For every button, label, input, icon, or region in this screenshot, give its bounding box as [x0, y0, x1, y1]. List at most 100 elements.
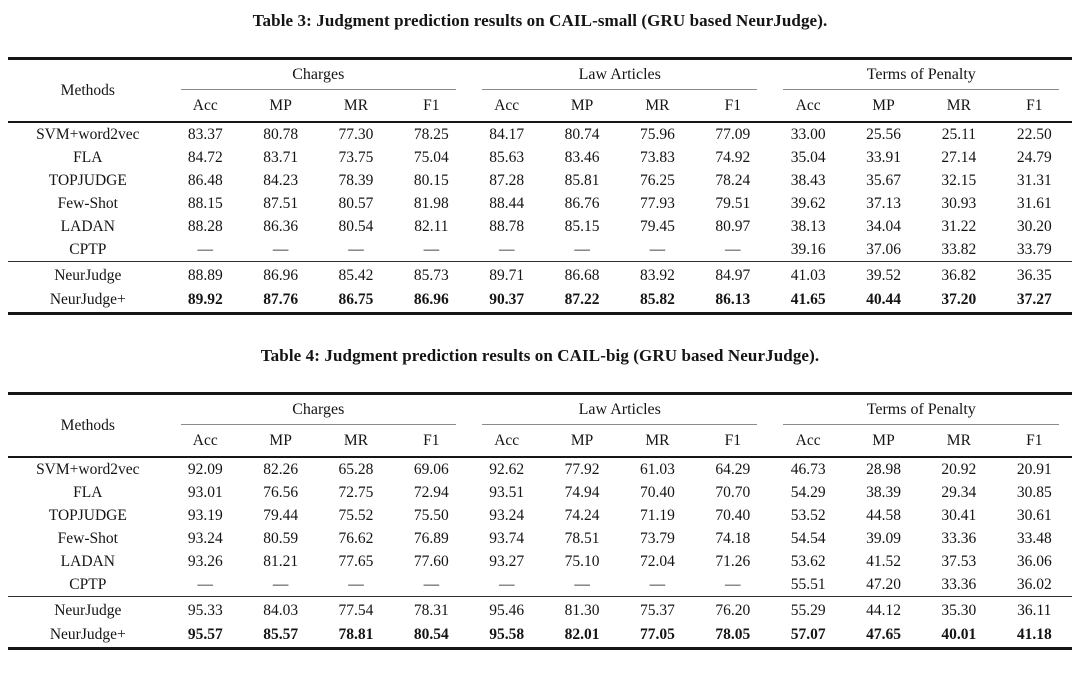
metric-value: 31.31	[1016, 171, 1052, 189]
metric-value: —	[574, 240, 590, 258]
metric-value: 37.27	[1016, 291, 1052, 308]
col-header-charges-mp: MP	[242, 90, 319, 123]
metric-value: —	[272, 575, 289, 593]
metric-value: 34.04	[866, 217, 901, 235]
metric-value: 25.56	[866, 125, 901, 143]
metric-value: 35.67	[866, 171, 901, 189]
col-header-law-articles-mp: MP	[544, 90, 620, 123]
col-header-terms-of-penalty-acc: Acc	[770, 90, 846, 123]
metric-value: 37.06	[866, 240, 901, 258]
metric-value: 70.40	[715, 506, 751, 524]
metric-value: 86.36	[263, 217, 299, 235]
method-label: LADAN	[60, 217, 115, 235]
metric-value: 87.28	[489, 171, 525, 189]
metric-value: 84.17	[489, 125, 525, 143]
metric-value: 36.06	[1016, 552, 1052, 570]
metric-value: —	[197, 575, 214, 593]
table-row-svm-word2vec: SVM+word2vec 83.37 80.78 77.30 78.25 84.17 80.…	[8, 122, 1072, 146]
metric-value: 40.44	[866, 291, 901, 308]
method-label: TOPJUDGE	[48, 171, 127, 189]
metric-value: 54.54	[790, 529, 826, 547]
metric-value: 86.76	[564, 194, 600, 212]
metric-value: 27.14	[941, 148, 977, 166]
col-header-law-articles-mr: MR	[619, 90, 696, 123]
metric-value: 35.04	[790, 148, 826, 166]
metric-value: 85.63	[489, 148, 525, 166]
metric-value: 41.03	[770, 261, 846, 288]
table-row-neurjudge: NeurJudge+ 89.92 87.76 86.75 86.96 90.37 87.22…	[8, 288, 1072, 314]
metric-value: 89.71	[469, 261, 545, 288]
metric-value: —	[498, 575, 515, 593]
table-row-topjudge: TOPJUDGE 86.48 84.23 78.39 80.15 87.28 85.81 76…	[8, 169, 1072, 192]
group-header-terms-of-penalty: Terms of Penalty	[770, 59, 1072, 91]
metric-value: 65.28	[338, 460, 374, 478]
table-4-grid: Methods Charges Law Articles Terms of Penal…	[8, 392, 1072, 650]
table-row-cptp: CPTP — — — — — — — — 39.16 37.06 33.82 33.79	[8, 238, 1072, 262]
metric-value: 64.29	[715, 460, 751, 478]
metric-value: —	[725, 575, 741, 593]
group-header-law-articles: Law Articles	[469, 394, 770, 426]
methods-column-header: Methods	[8, 58, 168, 123]
metric-value: 33.36	[941, 575, 977, 593]
table-header: Methods Charges Law Articles Terms of Penal…	[8, 393, 1072, 458]
metric-value: 47.65	[866, 626, 901, 643]
metric-value: 83.46	[564, 148, 600, 166]
metric-value: 33.48	[1016, 529, 1052, 547]
metric-value: 93.24	[489, 506, 525, 524]
metric-value: 54.29	[790, 483, 826, 501]
metric-value: 75.10	[564, 552, 600, 570]
metric-value: —	[423, 575, 440, 593]
metric-value: 73.83	[639, 148, 675, 166]
metric-value: —	[348, 575, 364, 593]
metric-value: 31.61	[1016, 194, 1052, 212]
col-header-charges-acc: Acc	[167, 90, 243, 123]
method-label: SVM+word2vec	[36, 125, 140, 143]
metric-value: 44.58	[866, 506, 901, 524]
metric-value: 31.22	[941, 217, 977, 235]
col-header-terms-of-penalty-mp: MP	[845, 90, 922, 123]
metric-value: 77.05	[639, 626, 675, 643]
metric-value: 76.25	[639, 171, 675, 189]
metric-value: 36.11	[996, 596, 1072, 623]
metric-value: 89.92	[187, 291, 223, 308]
col-header-terms-of-penalty-f1: F1	[996, 90, 1072, 123]
metric-value: 53.62	[790, 552, 826, 570]
metric-value: 88.15	[187, 194, 223, 212]
method-label: LADAN	[60, 552, 115, 570]
metric-value: 28.98	[866, 460, 901, 478]
col-header-terms-of-penalty-acc: Acc	[770, 425, 846, 458]
metric-value: 74.18	[715, 529, 751, 547]
col-header-terms-of-penalty-mr: MR	[921, 90, 997, 123]
method-label: FLA	[73, 148, 103, 166]
metric-value: 95.58	[489, 626, 525, 643]
metric-value: 86.96	[242, 261, 319, 288]
metric-value: 80.74	[564, 125, 600, 143]
metric-value: —	[649, 575, 666, 593]
metric-value: 79.45	[639, 217, 675, 235]
col-header-law-articles-mr: MR	[619, 425, 696, 458]
metric-value: 30.41	[941, 506, 977, 524]
method-label: NeurJudge	[8, 596, 168, 623]
metric-value: 25.11	[941, 125, 977, 143]
metric-value: 88.44	[489, 194, 525, 212]
metric-value: 36.82	[921, 261, 997, 288]
table-row-cptp: CPTP — — — — — — — — 55.51 47.20 33.36 36.02	[8, 573, 1072, 597]
metric-value: 88.89	[167, 261, 243, 288]
metric-value: 37.53	[941, 552, 977, 570]
group-header-charges: Charges	[168, 394, 469, 426]
metric-value: 72.75	[338, 483, 374, 501]
table-row-ladan: LADAN 93.26 81.21 77.65 77.60 93.27 75.10 72.04…	[8, 550, 1072, 573]
metric-value: 55.51	[790, 575, 826, 593]
method-label: NeurJudge+	[49, 626, 126, 643]
metric-value: 85.73	[393, 261, 470, 288]
metric-value: 76.62	[338, 529, 374, 547]
metric-value: 80.59	[263, 529, 299, 547]
table-4-caption: Table 4: Judgment prediction results on …	[260, 346, 820, 365]
metric-value: 36.02	[1016, 575, 1052, 593]
metric-value: 77.09	[715, 125, 751, 143]
metric-value: 73.79	[639, 529, 675, 547]
table-row-neurjudge: NeurJudge+ 95.57 85.57 78.81 80.54 95.58 82.01…	[8, 623, 1072, 649]
metric-value: 74.92	[715, 148, 751, 166]
metric-value: 81.21	[263, 552, 299, 570]
metric-value: 85.81	[564, 171, 600, 189]
